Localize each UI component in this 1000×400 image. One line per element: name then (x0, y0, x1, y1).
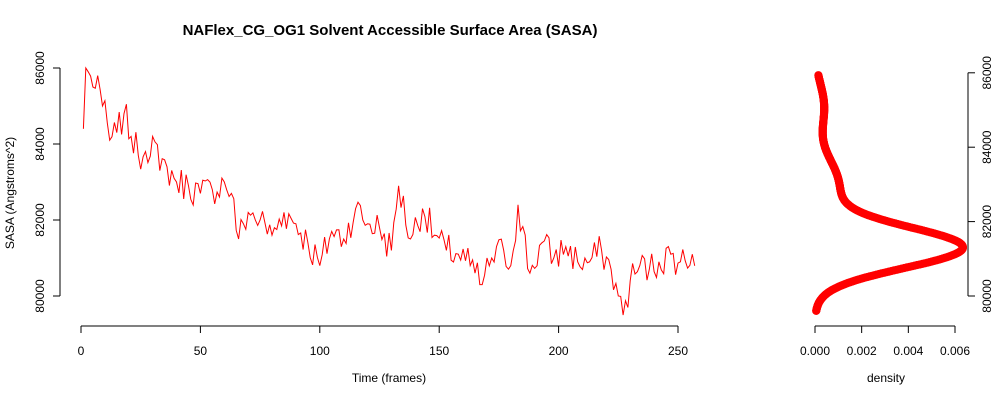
density-point (814, 71, 823, 80)
density-y-tick-label: 86000 (980, 56, 994, 90)
y-tick-label: 82000 (33, 203, 47, 237)
density-axes: 0.000 0.002 0.004 0.006 80000 82000 84000 86000 (800, 56, 994, 358)
x-tick-label: 200 (549, 344, 569, 358)
density-y-tick-label: 84000 (980, 130, 994, 164)
density-y-tick-label: 82000 (980, 205, 994, 239)
sasa-series-line (82, 66, 696, 316)
density-y-tick-label: 80000 (980, 279, 994, 313)
density-x-tick-label: 0.002 (847, 344, 877, 358)
density-x-tick-label: 0.004 (893, 344, 923, 358)
x-tick-label: 0 (78, 344, 85, 358)
y-tick-label: 86000 (33, 51, 47, 85)
density-axis-label: density (867, 371, 905, 385)
chart-title: NAFlex_CG_OG1 Solvent Accessible Surface… (183, 22, 598, 39)
density-x-tick-label: 0.006 (940, 344, 970, 358)
x-tick-label: 150 (429, 344, 449, 358)
x-tick-label: 100 (310, 344, 330, 358)
density-x-tick-label: 0.000 (800, 344, 830, 358)
x-tick-label: 250 (668, 344, 688, 358)
time-series-axes: 0 50 100 150 200 250 80000 82000 84000 86000 (33, 51, 688, 358)
y-tick-label: 84000 (33, 127, 47, 161)
y-tick-label: 80000 (33, 279, 47, 313)
x-tick-label: 50 (194, 344, 208, 358)
y-axis-label: SASA (Angstroms^2) (3, 137, 17, 249)
x-axis-label: Time (frames) (352, 371, 426, 385)
density-curve (812, 71, 968, 315)
